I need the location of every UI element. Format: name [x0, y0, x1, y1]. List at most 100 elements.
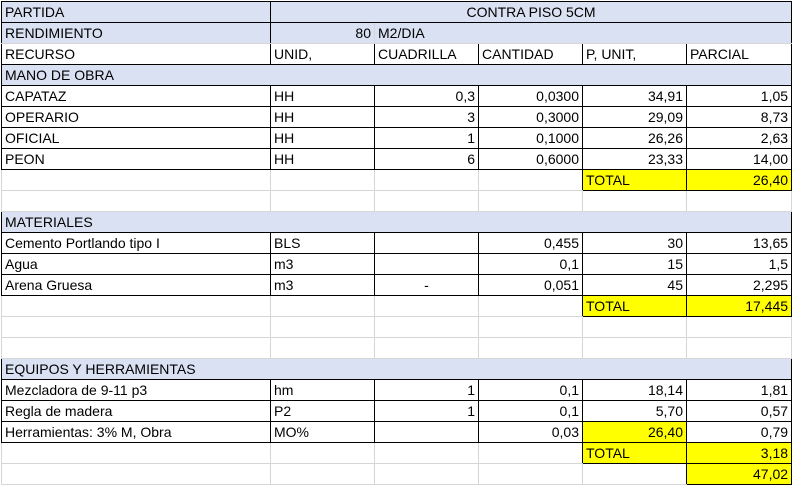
- cell-punit[interactable]: 29,09: [582, 106, 687, 128]
- cell-cantidad[interactable]: 0,1000: [478, 127, 583, 149]
- empty-cell[interactable]: [374, 316, 479, 338]
- empty-cell[interactable]: [582, 190, 687, 212]
- empty-cell[interactable]: [1, 190, 271, 212]
- cell-cantidad[interactable]: 0,6000: [478, 148, 583, 170]
- cell-parcial[interactable]: 1,5: [685, 253, 793, 275]
- cell-unid[interactable]: HH: [270, 85, 375, 107]
- cell-punit[interactable]: 15: [582, 253, 687, 275]
- empty-cell[interactable]: [374, 442, 479, 464]
- empty-cell[interactable]: [374, 169, 479, 191]
- total-label-mano-de-obra[interactable]: TOTAL: [582, 169, 687, 191]
- empty-cell[interactable]: [270, 337, 375, 359]
- total-value-equipos[interactable]: 3,18: [685, 442, 793, 464]
- empty-cell[interactable]: [1, 337, 271, 359]
- rendimiento-value[interactable]: 80: [270, 22, 375, 44]
- cell-recurso[interactable]: Mezcladora de 9-11 p3: [1, 379, 271, 401]
- empty-cell[interactable]: [1, 463, 271, 485]
- cell-parcial[interactable]: 14,00: [685, 148, 793, 170]
- empty-cell[interactable]: [478, 190, 583, 212]
- cell-unid[interactable]: HH: [270, 127, 375, 149]
- cell-cuadrilla[interactable]: [374, 421, 479, 443]
- empty-cell[interactable]: [374, 463, 479, 485]
- cell-punit[interactable]: 5,70: [582, 400, 687, 422]
- cell-cuadrilla[interactable]: 0,3: [374, 85, 479, 107]
- cell-parcial[interactable]: 8,73: [685, 106, 793, 128]
- empty-cell[interactable]: [685, 337, 793, 359]
- partida-label[interactable]: PARTIDA: [1, 1, 271, 23]
- section-mano-de-obra[interactable]: MANO DE OBRA: [0, 64, 793, 86]
- cell-parcial[interactable]: 0,79: [685, 421, 793, 443]
- cell-unid[interactable]: HH: [270, 148, 375, 170]
- cell-cuadrilla[interactable]: 1: [374, 400, 479, 422]
- empty-cell[interactable]: [270, 295, 375, 317]
- cell-cuadrilla[interactable]: 6: [374, 148, 479, 170]
- cell-unid[interactable]: m3: [270, 253, 375, 275]
- cell-recurso[interactable]: CAPATAZ: [1, 85, 271, 107]
- partida-value[interactable]: CONTRA PISO 5CM: [269, 1, 793, 23]
- cell-unid[interactable]: P2: [270, 400, 375, 422]
- cell-punit[interactable]: 23,33: [582, 148, 687, 170]
- cell-punit[interactable]: 34,91: [582, 85, 687, 107]
- rendimiento-unit[interactable]: M2/DIA: [373, 22, 793, 44]
- empty-cell[interactable]: [1, 316, 271, 338]
- total-value-mano-de-obra[interactable]: 26,40: [685, 169, 793, 191]
- col-unid[interactable]: UNID,: [270, 43, 375, 65]
- cell-parcial[interactable]: 2,295: [685, 274, 793, 296]
- cell-unid[interactable]: BLS: [270, 232, 375, 254]
- empty-cell[interactable]: [374, 337, 479, 359]
- empty-cell[interactable]: [270, 442, 375, 464]
- section-equipos[interactable]: EQUIPOS Y HERRAMIENTAS: [0, 358, 793, 380]
- cell-cantidad[interactable]: 0,03: [478, 421, 583, 443]
- cell-recurso[interactable]: OPERARIO: [1, 106, 271, 128]
- empty-cell[interactable]: [374, 190, 479, 212]
- cell-cuadrilla[interactable]: [374, 253, 479, 275]
- cell-punit[interactable]: 18,14: [582, 379, 687, 401]
- cell-unid[interactable]: hm: [270, 379, 375, 401]
- empty-cell[interactable]: [478, 463, 583, 485]
- cell-recurso[interactable]: Cemento Portlando tipo I: [1, 232, 271, 254]
- grand-total-value[interactable]: 47,02: [685, 463, 793, 485]
- empty-cell[interactable]: [582, 316, 687, 338]
- cell-punit[interactable]: 45: [582, 274, 687, 296]
- rendimiento-label[interactable]: RENDIMIENTO: [1, 22, 271, 44]
- col-cuadrilla[interactable]: CUADRILLA: [374, 43, 479, 65]
- cell-cantidad[interactable]: 0,3000: [478, 106, 583, 128]
- cell-parcial[interactable]: 13,65: [685, 232, 793, 254]
- empty-cell[interactable]: [1, 295, 271, 317]
- empty-cell[interactable]: [374, 295, 479, 317]
- empty-cell[interactable]: [582, 463, 687, 485]
- total-label-materiales[interactable]: TOTAL: [582, 295, 687, 317]
- col-parcial[interactable]: PARCIAL: [685, 43, 793, 65]
- empty-cell[interactable]: [270, 169, 375, 191]
- cell-cuadrilla[interactable]: 1: [374, 127, 479, 149]
- empty-cell[interactable]: [270, 190, 375, 212]
- cell-recurso[interactable]: PEON: [1, 148, 271, 170]
- cell-cantidad[interactable]: 0,051: [478, 274, 583, 296]
- col-recurso[interactable]: RECURSO: [1, 43, 271, 65]
- cell-cantidad[interactable]: 0,1: [478, 400, 583, 422]
- empty-cell[interactable]: [478, 442, 583, 464]
- cell-cantidad[interactable]: 0,1: [478, 253, 583, 275]
- empty-cell[interactable]: [478, 169, 583, 191]
- cell-unid[interactable]: HH: [270, 106, 375, 128]
- cell-parcial[interactable]: 2,63: [685, 127, 793, 149]
- cell-recurso[interactable]: Regla de madera: [1, 400, 271, 422]
- empty-cell[interactable]: [478, 295, 583, 317]
- cell-cuadrilla[interactable]: -: [374, 274, 479, 296]
- empty-cell[interactable]: [270, 316, 375, 338]
- cell-cantidad[interactable]: 0,1: [478, 379, 583, 401]
- cell-cantidad[interactable]: 0,455: [478, 232, 583, 254]
- cell-parcial[interactable]: 1,05: [685, 85, 793, 107]
- cell-punit[interactable]: 30: [582, 232, 687, 254]
- empty-cell[interactable]: [478, 337, 583, 359]
- empty-cell[interactable]: [685, 190, 793, 212]
- cell-unid[interactable]: MO%: [270, 421, 375, 443]
- cell-cantidad[interactable]: 0,0300: [478, 85, 583, 107]
- cell-punit[interactable]: 26,40: [582, 421, 687, 443]
- cell-unid[interactable]: m3: [270, 274, 375, 296]
- cell-recurso[interactable]: Agua: [1, 253, 271, 275]
- col-cantidad[interactable]: CANTIDAD: [478, 43, 583, 65]
- cell-parcial[interactable]: 1,81: [685, 379, 793, 401]
- cell-recurso[interactable]: Herramientas: 3% M, Obra: [1, 421, 271, 443]
- section-materiales[interactable]: MATERIALES: [0, 211, 793, 233]
